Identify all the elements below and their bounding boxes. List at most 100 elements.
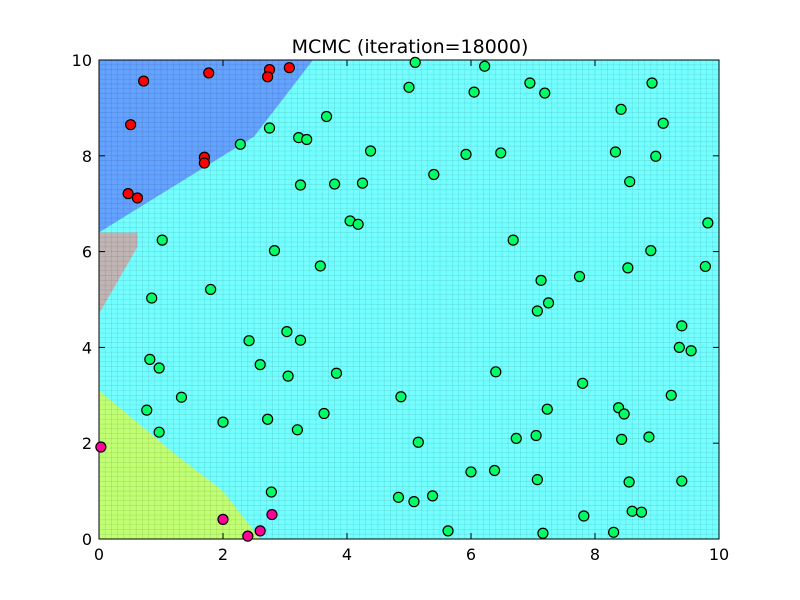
point-series-1 [146,292,158,304]
point-series-1 [531,305,543,317]
point-series-1 [465,466,477,478]
point-series-1 [141,404,153,416]
point-series-1 [673,341,685,353]
point-series-1 [392,491,405,503]
point-series-1 [643,431,655,443]
point-series-2 [217,513,229,525]
point-series-1 [395,391,407,403]
y-tick-label: 8 [82,147,92,166]
point-series-1 [616,433,628,445]
point-series-0 [198,157,210,169]
point-series-0 [283,62,295,74]
point-series-1 [442,525,454,537]
point-series-1 [650,150,662,162]
point-series-1 [626,505,638,517]
point-series-1 [530,429,542,442]
y-tick-label: 0 [82,530,92,549]
x-tick-label: 6 [466,545,476,564]
point-series-1 [153,362,165,374]
point-series-1 [330,367,343,379]
point-series-1 [618,408,630,420]
axes: 0 2 4 6 8 10 0 2 4 6 8 10 [72,51,730,564]
region-0 [99,60,719,539]
point-series-1 [676,320,688,332]
point-series-1 [615,103,627,115]
point-series-1 [624,176,636,188]
point-series-1 [268,245,281,257]
point-series-1 [676,475,688,487]
point-series-1 [356,177,369,189]
point-series-1 [535,274,547,286]
point-series-1 [153,426,165,438]
point-series-1 [488,464,501,477]
point-series-1 [428,168,440,181]
point-series-0 [138,75,150,87]
point-series-1 [479,60,491,72]
point-series-0 [125,119,137,131]
point-series-0 [262,71,274,83]
point-series-1 [576,377,589,389]
point-series-1 [573,270,586,283]
region-2 [99,232,138,314]
point-series-1 [537,527,549,539]
point-series-1 [524,77,536,89]
point-series-2 [254,525,266,537]
point-series-1 [622,262,634,274]
chart-title: MCMC (iteration=18000) [292,36,529,58]
y-tick-label: 10 [72,51,92,70]
point-series-1 [645,245,657,257]
point-series-1 [254,359,266,371]
point-series-1 [623,476,635,488]
point-series-1 [175,391,188,403]
x-tick-label: 8 [590,545,600,564]
point-series-1 [217,416,229,428]
point-series-1 [542,297,555,309]
point-series-1 [329,178,341,190]
x-tick-label: 4 [342,545,352,564]
point-series-1 [646,77,658,89]
point-series-1 [531,474,543,486]
point-series-1 [702,217,714,229]
point-series-1 [426,490,439,502]
region-grid-pattern [99,60,719,539]
point-series-2 [266,508,278,521]
decision-regions [99,60,719,539]
x-tick-label: 10 [709,545,729,564]
point-series-1 [364,145,377,157]
point-series-1 [403,81,415,93]
y-tick-label: 2 [82,434,92,453]
point-series-1 [510,432,522,445]
point-series-1 [539,87,551,99]
point-series-0 [203,67,215,79]
point-series-1 [144,353,156,365]
data-points [95,56,714,542]
point-series-2 [95,441,107,453]
plot-frame [98,59,720,540]
point-series-1 [265,486,277,498]
point-series-1 [490,366,502,378]
point-series-1 [294,334,307,346]
point-series-1 [607,526,620,538]
point-series-1 [301,133,313,146]
point-series-2 [242,530,254,542]
point-series-1 [314,260,326,272]
point-series-0 [122,188,134,200]
point-series-1 [281,325,293,338]
point-series-1 [318,407,330,420]
point-series-1 [234,138,246,150]
y-tick-label: 6 [82,243,92,262]
point-series-1 [495,147,507,159]
point-series-1 [412,436,424,448]
point-series-1 [578,510,590,522]
point-series-1 [352,218,364,230]
point-series-1 [635,506,648,518]
point-series-1 [156,234,168,246]
point-series-1 [699,260,711,273]
point-series-1 [291,424,303,436]
point-series-1 [263,122,276,134]
point-series-1 [685,345,697,357]
point-series-1 [282,370,294,382]
point-series-1 [294,179,307,191]
point-series-1 [468,86,480,98]
